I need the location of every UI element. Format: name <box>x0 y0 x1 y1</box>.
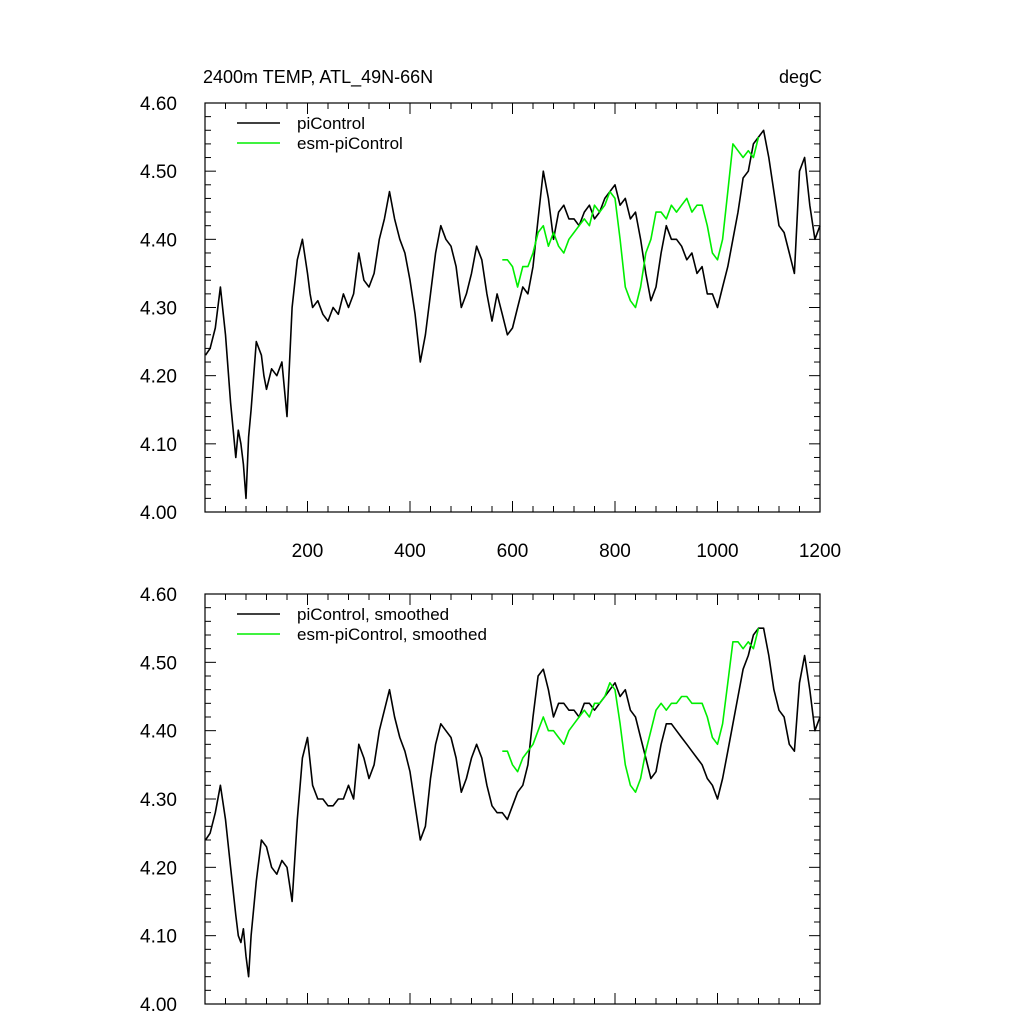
y-tick-label: 4.00 <box>140 503 177 524</box>
chart-units: degC <box>779 67 822 87</box>
plot-frame <box>204 593 821 1005</box>
x-tick-label: 1200 <box>799 541 841 562</box>
y-tick-label: 4.20 <box>140 367 177 388</box>
y-tick-label: 4.60 <box>140 94 177 115</box>
y-tick-label: 4.30 <box>140 790 177 811</box>
y-tick-label: 4.30 <box>140 299 177 320</box>
x-tick-label: 800 <box>599 541 631 562</box>
x-tick-label: 400 <box>394 541 426 562</box>
y-tick-label: 4.40 <box>140 230 177 251</box>
plot-frame <box>204 102 821 513</box>
y-tick-label: 4.10 <box>140 927 177 948</box>
plot-area-bottom: 4.00 4.10 4.20 4.30 4.40 4.50 4.60 piControl, s… <box>140 585 821 1016</box>
plot-area-top: 4.00 4.10 4.20 4.30 4.40 4.50 4.60 200 400 600 800… <box>140 94 841 562</box>
panel-bottom: 4.00 4.10 4.20 4.30 4.40 4.50 4.60 piControl, s… <box>140 585 821 1016</box>
legend-label: piControl <box>297 114 365 133</box>
y-tick-label: 4.00 <box>140 995 177 1016</box>
y-tick-label: 4.50 <box>140 653 177 674</box>
y-tick-label: 4.10 <box>140 435 177 456</box>
y-tick-label: 4.40 <box>140 722 177 743</box>
legend-label: esm-piControl <box>297 134 403 153</box>
x-tick-label: 600 <box>497 541 529 562</box>
series-line-esm-picontrol <box>502 136 760 309</box>
legend-label: esm-piControl, smoothed <box>297 625 487 644</box>
y-tick-label: 4.20 <box>140 858 177 879</box>
y-tick-label: 4.60 <box>140 585 177 606</box>
x-tick-label: 1000 <box>696 541 738 562</box>
legend-label: piControl, smoothed <box>297 605 449 624</box>
x-tick-label: 200 <box>292 541 324 562</box>
panel-top: 2400m TEMP, ATL_49N-66N degC 4.00 4.10 4.2… <box>140 67 841 562</box>
y-tick-label: 4.50 <box>140 162 177 183</box>
series-line-picontrol <box>204 129 821 500</box>
series-line-esm-picontrol <box>502 628 760 794</box>
chart-title: 2400m TEMP, ATL_49N-66N <box>203 67 433 88</box>
series-line-picontrol <box>204 627 821 978</box>
